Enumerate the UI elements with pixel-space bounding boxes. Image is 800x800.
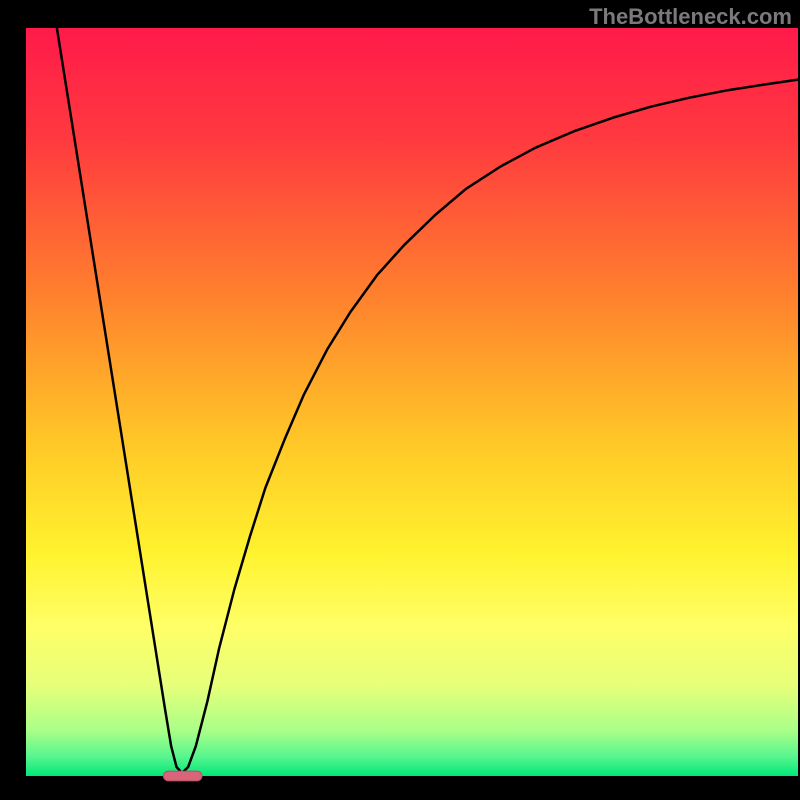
bottleneck-curve	[57, 28, 798, 773]
curve-layer	[26, 28, 798, 776]
optimal-marker	[163, 771, 202, 781]
watermark-text: TheBottleneck.com	[589, 4, 792, 30]
plot-area	[26, 28, 798, 776]
chart-container: TheBottleneck.com	[0, 0, 800, 800]
